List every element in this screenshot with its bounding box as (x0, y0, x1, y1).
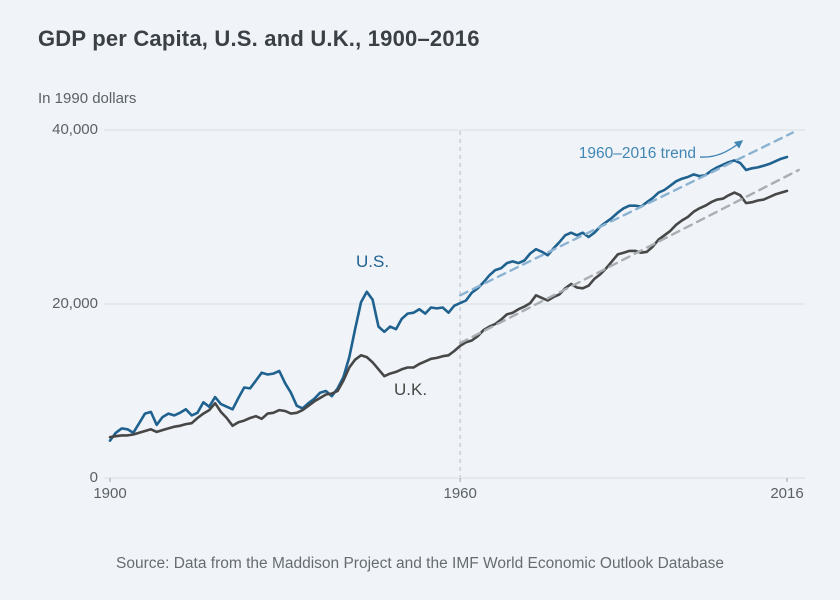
x-tick-label: 1900 (93, 485, 127, 502)
gridlines (104, 129, 805, 479)
y-axis-unit-label: In 1990 dollars (38, 90, 137, 107)
axis-tick-marks (109, 478, 788, 482)
trend-annotation-label: 1960–2016 trend (578, 145, 696, 162)
trend-annotation-arrow-icon (699, 140, 744, 158)
series-line-uk_trend (459, 168, 800, 345)
x-tick-label: 1960 (443, 485, 477, 502)
series-label-uk: U.K. (394, 380, 428, 399)
chart-title: GDP per Capita, U.S. and U.K., 1900–2016 (38, 26, 480, 51)
series-line-us_trend (459, 131, 794, 297)
y-tick-label: 20,000 (52, 295, 98, 312)
y-tick-label: 0 (89, 469, 98, 486)
x-tick-label: 2016 (770, 485, 804, 502)
data-series-lines (108, 131, 800, 442)
series-line-uk (108, 189, 789, 439)
series-line-us (108, 155, 789, 442)
y-tick-label: 40,000 (52, 121, 98, 138)
source-note: Source: Data from the Maddison Project a… (116, 555, 724, 572)
series-label-us: U.S. (356, 252, 390, 271)
